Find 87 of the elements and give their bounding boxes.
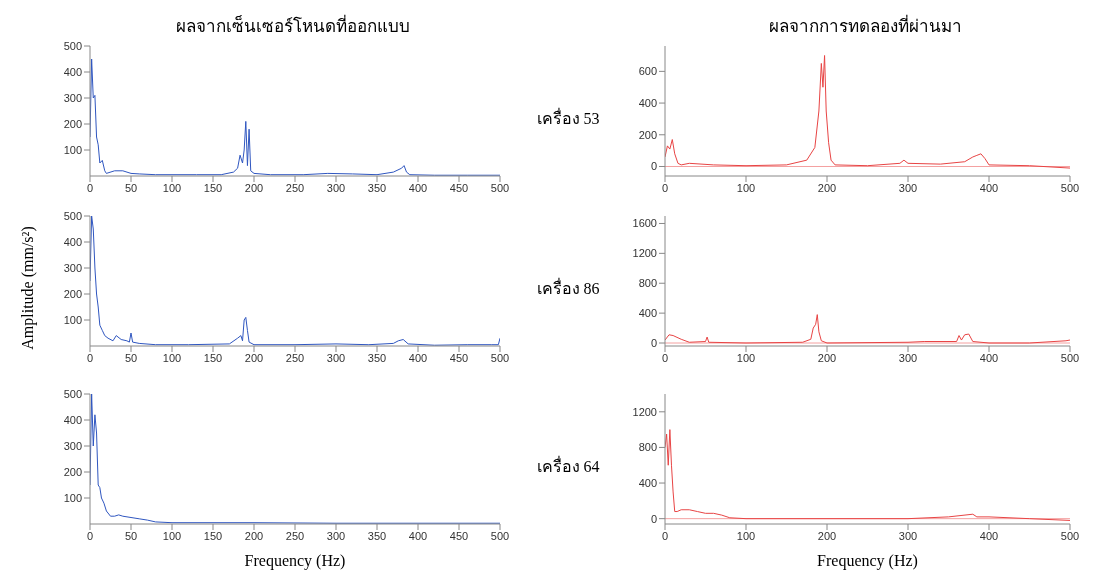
x-tick-label: 200 — [244, 351, 264, 364]
y-axis-title: เครื่อง 86 — [536, 277, 600, 299]
x-tick-label: 200 — [244, 529, 264, 542]
x-axis-title: Frequency (Hz) — [243, 552, 347, 570]
x-tick-label: 250 — [285, 529, 305, 542]
y-tick-label: 200 — [63, 465, 82, 478]
x-tick-label: 500 — [1060, 181, 1080, 194]
x-tick-label: 0 — [661, 181, 669, 194]
y-tick-label: 800 — [638, 277, 657, 290]
x-axis-title: Frequency (Hz) — [816, 552, 919, 570]
x-tick-label: 300 — [898, 351, 918, 364]
y-tick-label: 100 — [63, 143, 82, 156]
x-tick-label: 100 — [162, 351, 182, 364]
x-tick-label: 200 — [244, 181, 264, 194]
y-tick-label: 400 — [638, 476, 657, 489]
x-tick-label: 400 — [408, 181, 428, 194]
x-tick-label: 200 — [817, 181, 837, 194]
x-tick-label: 100 — [736, 351, 756, 364]
y-tick-label: 300 — [63, 439, 82, 452]
x-tick-label: 300 — [898, 181, 918, 194]
x-tick-label: 200 — [817, 351, 837, 364]
y-tick-label: 400 — [638, 307, 657, 320]
y-tick-label: 200 — [638, 128, 657, 141]
y-axis-title: เครื่อง 53 — [536, 107, 600, 129]
x-tick-label: 0 — [86, 351, 94, 364]
y-tick-label: 0 — [650, 512, 657, 525]
x-tick-label: 450 — [449, 181, 469, 194]
x-tick-label: 50 — [124, 529, 138, 542]
y-tick-label: 400 — [63, 65, 82, 78]
x-tick-label: 150 — [203, 351, 223, 364]
y-tick-label: 0 — [650, 336, 657, 349]
x-tick-label: 350 — [367, 351, 387, 364]
y-tick-label: 400 — [638, 96, 657, 109]
x-tick-label: 400 — [408, 529, 428, 542]
y-tick-label: 300 — [63, 91, 82, 104]
x-tick-label: 50 — [124, 181, 138, 194]
x-tick-label: 400 — [979, 529, 999, 542]
x-tick-label: 0 — [86, 529, 94, 542]
x-tick-label: 500 — [490, 181, 510, 194]
y-tick-label: 100 — [63, 313, 82, 326]
y-axis-title: Amplitude (mm/s²) — [19, 226, 38, 350]
y-tick-label: 0 — [650, 160, 657, 173]
y-tick-label: 400 — [63, 413, 82, 426]
x-tick-label: 500 — [490, 529, 510, 542]
x-tick-label: 150 — [203, 181, 223, 194]
x-tick-label: 400 — [408, 351, 428, 364]
x-tick-label: 500 — [1060, 529, 1080, 542]
y-tick-label: 600 — [638, 65, 657, 78]
x-tick-label: 150 — [203, 529, 223, 542]
x-tick-label: 300 — [898, 529, 918, 542]
x-tick-label: 100 — [736, 529, 756, 542]
x-tick-label: 200 — [817, 529, 837, 542]
y-axis-title: เครื่อง 64 — [536, 455, 600, 477]
x-tick-label: 450 — [449, 529, 469, 542]
y-tick-label: 800 — [638, 441, 657, 454]
x-tick-label: 0 — [86, 181, 94, 194]
x-tick-label: 300 — [326, 529, 346, 542]
chart-title: ผลจากการทดลองที่ผ่านมา — [768, 13, 963, 38]
x-tick-label: 250 — [285, 181, 305, 194]
x-tick-label: 450 — [449, 351, 469, 364]
y-tick-label: 100 — [63, 491, 82, 504]
x-tick-label: 400 — [979, 181, 999, 194]
y-tick-label: 500 — [63, 209, 82, 222]
x-tick-label: 0 — [661, 351, 669, 364]
x-tick-label: 0 — [661, 529, 669, 542]
x-tick-label: 50 — [124, 351, 138, 364]
x-tick-label: 100 — [736, 181, 756, 194]
y-tick-label: 500 — [63, 387, 82, 400]
x-tick-label: 350 — [367, 181, 387, 194]
y-tick-label: 1600 — [632, 217, 657, 230]
x-tick-label: 500 — [490, 351, 510, 364]
x-tick-label: 100 — [162, 181, 182, 194]
chart-title: ผลจากเซ็นเซอร์โหนดที่ออกแบบ — [175, 13, 411, 38]
y-tick-label: 1200 — [632, 247, 657, 260]
x-tick-label: 350 — [367, 529, 387, 542]
y-tick-label: 500 — [63, 39, 82, 52]
y-tick-label: 200 — [63, 287, 82, 300]
y-tick-label: 300 — [63, 261, 82, 274]
x-tick-label: 250 — [285, 351, 305, 364]
x-tick-label: 100 — [162, 529, 182, 542]
x-tick-label: 500 — [1060, 351, 1080, 364]
x-tick-label: 300 — [326, 351, 346, 364]
x-tick-label: 400 — [979, 351, 999, 364]
x-tick-label: 300 — [326, 181, 346, 194]
y-tick-label: 400 — [63, 235, 82, 248]
y-tick-label: 200 — [63, 117, 82, 130]
y-tick-label: 1200 — [632, 405, 657, 418]
